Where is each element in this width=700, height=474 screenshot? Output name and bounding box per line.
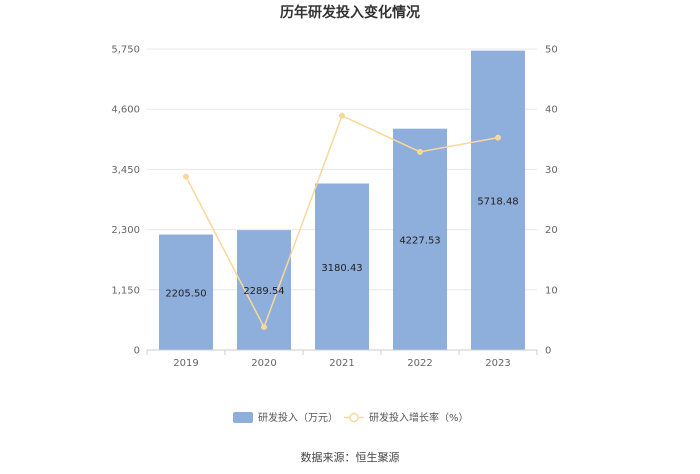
legend-bar-swatch[interactable]: [233, 412, 253, 423]
right-y-tick-label: 20: [545, 225, 558, 236]
growth-rate-point[interactable]: [183, 173, 189, 180]
right-y-tick-label: 40: [545, 105, 558, 116]
bar-value-label: 2205.50: [165, 288, 206, 299]
growth-rate-point[interactable]: [339, 112, 345, 119]
right-y-tick-label: 50: [545, 45, 558, 56]
bar-value-label: 2289.54: [243, 286, 284, 297]
chart-title: 历年研发投入变化情况: [280, 4, 420, 21]
legend-bar-label[interactable]: 研发投入（万元）: [258, 411, 338, 424]
left-y-tick-label: 4,600: [111, 105, 140, 116]
legend: 研发投入（万元） 研发投入增长率（%）: [233, 411, 469, 424]
bar-value-label: 3180.43: [321, 263, 362, 274]
bar-value-label: 4227.53: [399, 235, 440, 246]
bar[interactable]: [159, 234, 213, 350]
left-y-tick-label: 1,150: [111, 285, 140, 296]
x-tick-label: 2022: [407, 358, 432, 369]
bar-value-label: 5718.48: [477, 196, 518, 207]
left-y-axis: 0 1,150 2,300 3,450 4,600 5,750: [111, 45, 140, 357]
x-tick-label: 2021: [329, 358, 354, 369]
right-y-tick-label: 10: [545, 285, 558, 296]
right-y-axis: 0 10 20 30 40 50: [545, 45, 558, 357]
legend-line-marker: [349, 412, 359, 423]
right-y-tick-label: 30: [545, 165, 558, 176]
growth-rate-point[interactable]: [261, 324, 267, 331]
left-y-tick-label: 3,450: [111, 165, 140, 176]
growth-rate-point[interactable]: [495, 134, 501, 141]
right-y-tick-label: 0: [545, 346, 551, 357]
bar[interactable]: [471, 50, 525, 351]
line-series: [183, 112, 501, 331]
x-axis: 2019 2020 2021 2022 2023: [146, 349, 538, 369]
left-y-tick-label: 2,300: [111, 225, 140, 236]
bar[interactable]: [393, 128, 447, 350]
left-y-tick-label: 5,750: [111, 45, 140, 56]
x-tick-label: 2020: [251, 358, 276, 369]
growth-rate-point[interactable]: [417, 148, 423, 155]
x-tick-label: 2023: [485, 358, 510, 369]
data-labels: 2205.50 2289.54 3180.43 4227.53 5718.48: [165, 196, 518, 299]
legend-line-label[interactable]: 研发投入增长率（%）: [369, 411, 469, 424]
bar[interactable]: [315, 183, 369, 350]
source-note: 数据来源：恒生聚源: [301, 450, 400, 464]
left-y-tick-label: 0: [134, 346, 140, 357]
bar-series: [159, 50, 525, 351]
x-tick-label: 2019: [173, 358, 198, 369]
